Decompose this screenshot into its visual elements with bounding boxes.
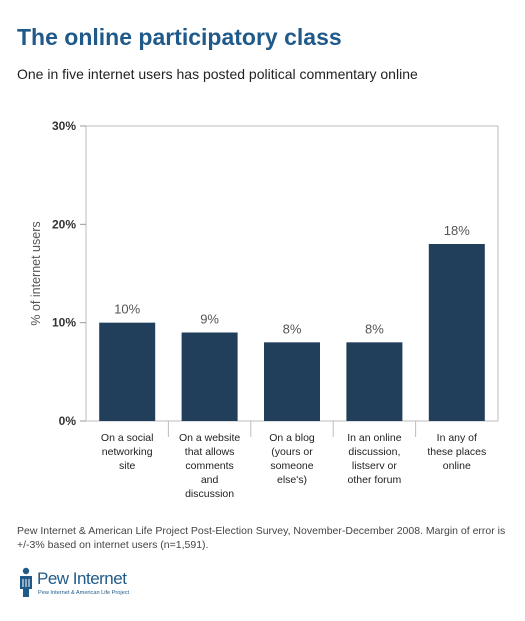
y-tick-label: 10%	[52, 316, 76, 330]
y-axis-label: % of internet users	[29, 221, 43, 325]
x-tick-label-line: these places	[427, 446, 486, 458]
x-tick-label-line: online	[443, 460, 471, 472]
x-tick-label-line: comments	[185, 460, 233, 472]
x-tick-label: In an online discussion, listserv or other …	[347, 432, 401, 486]
source-note: Pew Internet & American Life Project Pos…	[17, 525, 506, 551]
data-label: 9%	[200, 312, 219, 327]
y-tick-label: 0%	[59, 414, 77, 428]
logo-name: Pew Internet	[37, 569, 127, 588]
logo-tagline: Pew Internet & American Life Project	[38, 590, 130, 596]
x-tick-label-line: discussion	[185, 488, 234, 500]
bar	[346, 342, 403, 421]
x-tick-label-line: On a website	[179, 432, 240, 444]
pew-internet-logo: Pew Internet Pew Internet & American Lif…	[17, 566, 167, 606]
x-tick-label-line: listserv or	[352, 460, 397, 472]
x-tick-label-line: networking	[102, 446, 153, 458]
x-tick-label-line: In an online	[347, 432, 401, 444]
x-tick-label-line: site	[119, 460, 136, 472]
x-tick-label-line: else's)	[277, 474, 307, 486]
data-label: 10%	[114, 302, 140, 317]
x-tick-label-line: other forum	[348, 474, 402, 486]
x-tick-label-line: In any of	[437, 432, 477, 444]
x-tick-label-line: On a social	[101, 432, 154, 444]
x-tick-label-line: discussion,	[348, 446, 400, 458]
x-tick-label-line: and	[201, 474, 219, 486]
x-tick-label: On a social networking site	[101, 432, 154, 472]
x-tick-label-line: (yours or	[271, 446, 313, 458]
x-tick-label: On a blog (yours or someone else's)	[269, 432, 315, 486]
bar	[99, 322, 156, 421]
chart-subtitle: One in five internet users has posted po…	[17, 66, 418, 82]
x-tick-label: In any of these places online	[427, 432, 486, 472]
x-tick-label: On a website that allows comments and discus…	[179, 432, 240, 500]
data-label: 8%	[283, 321, 302, 336]
data-label: 18%	[444, 223, 470, 238]
chart-title: The online participatory class	[17, 24, 342, 50]
x-tick-label-line: that allows	[185, 446, 235, 458]
pew-logo-icon	[20, 567, 32, 597]
bar	[428, 244, 485, 421]
data-label: 8%	[365, 321, 384, 336]
x-tick-label-line: someone	[270, 460, 313, 472]
bar	[181, 332, 238, 421]
y-tick-label: 20%	[52, 217, 76, 231]
y-tick-label: 30%	[52, 119, 76, 133]
x-tick-label-line: On a blog	[269, 432, 315, 444]
bar-chart: 0% 10% 20% 30% % of internet users 10% On a so…	[29, 119, 499, 500]
bar	[264, 342, 320, 421]
